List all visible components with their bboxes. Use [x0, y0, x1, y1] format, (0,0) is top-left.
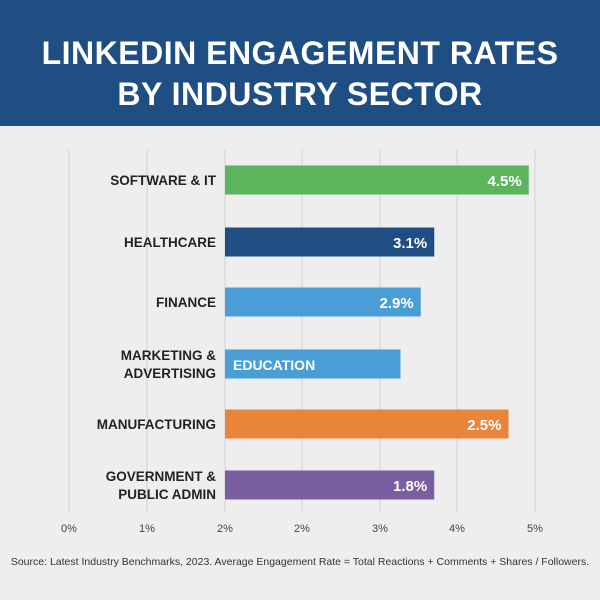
bar — [225, 409, 509, 439]
x-tick-label: 2% — [294, 523, 310, 535]
category-label: MARKETING & — [121, 348, 216, 363]
category-label: GOVERNMENT & — [106, 469, 217, 484]
title-line-1: LINKEDIN ENGAGEMENT RATES — [41, 35, 559, 71]
bar-value-label: 2.9% — [380, 295, 414, 312]
source-note: Source: Latest Industry Benchmarks, 2023… — [10, 556, 590, 568]
x-tick-label: 5% — [527, 523, 543, 535]
bar-value-label: EDUCATION — [233, 357, 315, 373]
x-tick-label: 4% — [449, 523, 465, 535]
category-label: ADVERTISING — [124, 366, 216, 381]
category-label: SOFTWARE & IT — [110, 173, 216, 188]
x-tick-label: 3% — [372, 523, 388, 535]
bar — [225, 349, 401, 379]
bar-value-label: 2.5% — [467, 417, 501, 434]
title-line-2: BY INDUSTRY SECTOR — [117, 76, 483, 112]
category-label: MANUFACTURING — [97, 417, 216, 432]
bar-value-label: 1.8% — [393, 478, 427, 495]
bar — [225, 470, 435, 500]
x-tick-label: 2% — [217, 523, 233, 535]
x-tick-label: 0% — [61, 523, 77, 535]
category-label: PUBLIC ADMIN — [118, 487, 216, 502]
bar — [225, 227, 435, 257]
x-tick-label: 1% — [139, 523, 155, 535]
category-label: HEALTHCARE — [124, 235, 216, 250]
bar — [225, 287, 421, 317]
bar — [225, 165, 529, 195]
title-banner: LINKEDIN ENGAGEMENT RATES BY INDUSTRY SE… — [0, 0, 600, 126]
bar-value-label: 4.5% — [488, 173, 522, 190]
bar-value-label: 3.1% — [393, 235, 427, 252]
category-label: FINANCE — [156, 295, 216, 310]
